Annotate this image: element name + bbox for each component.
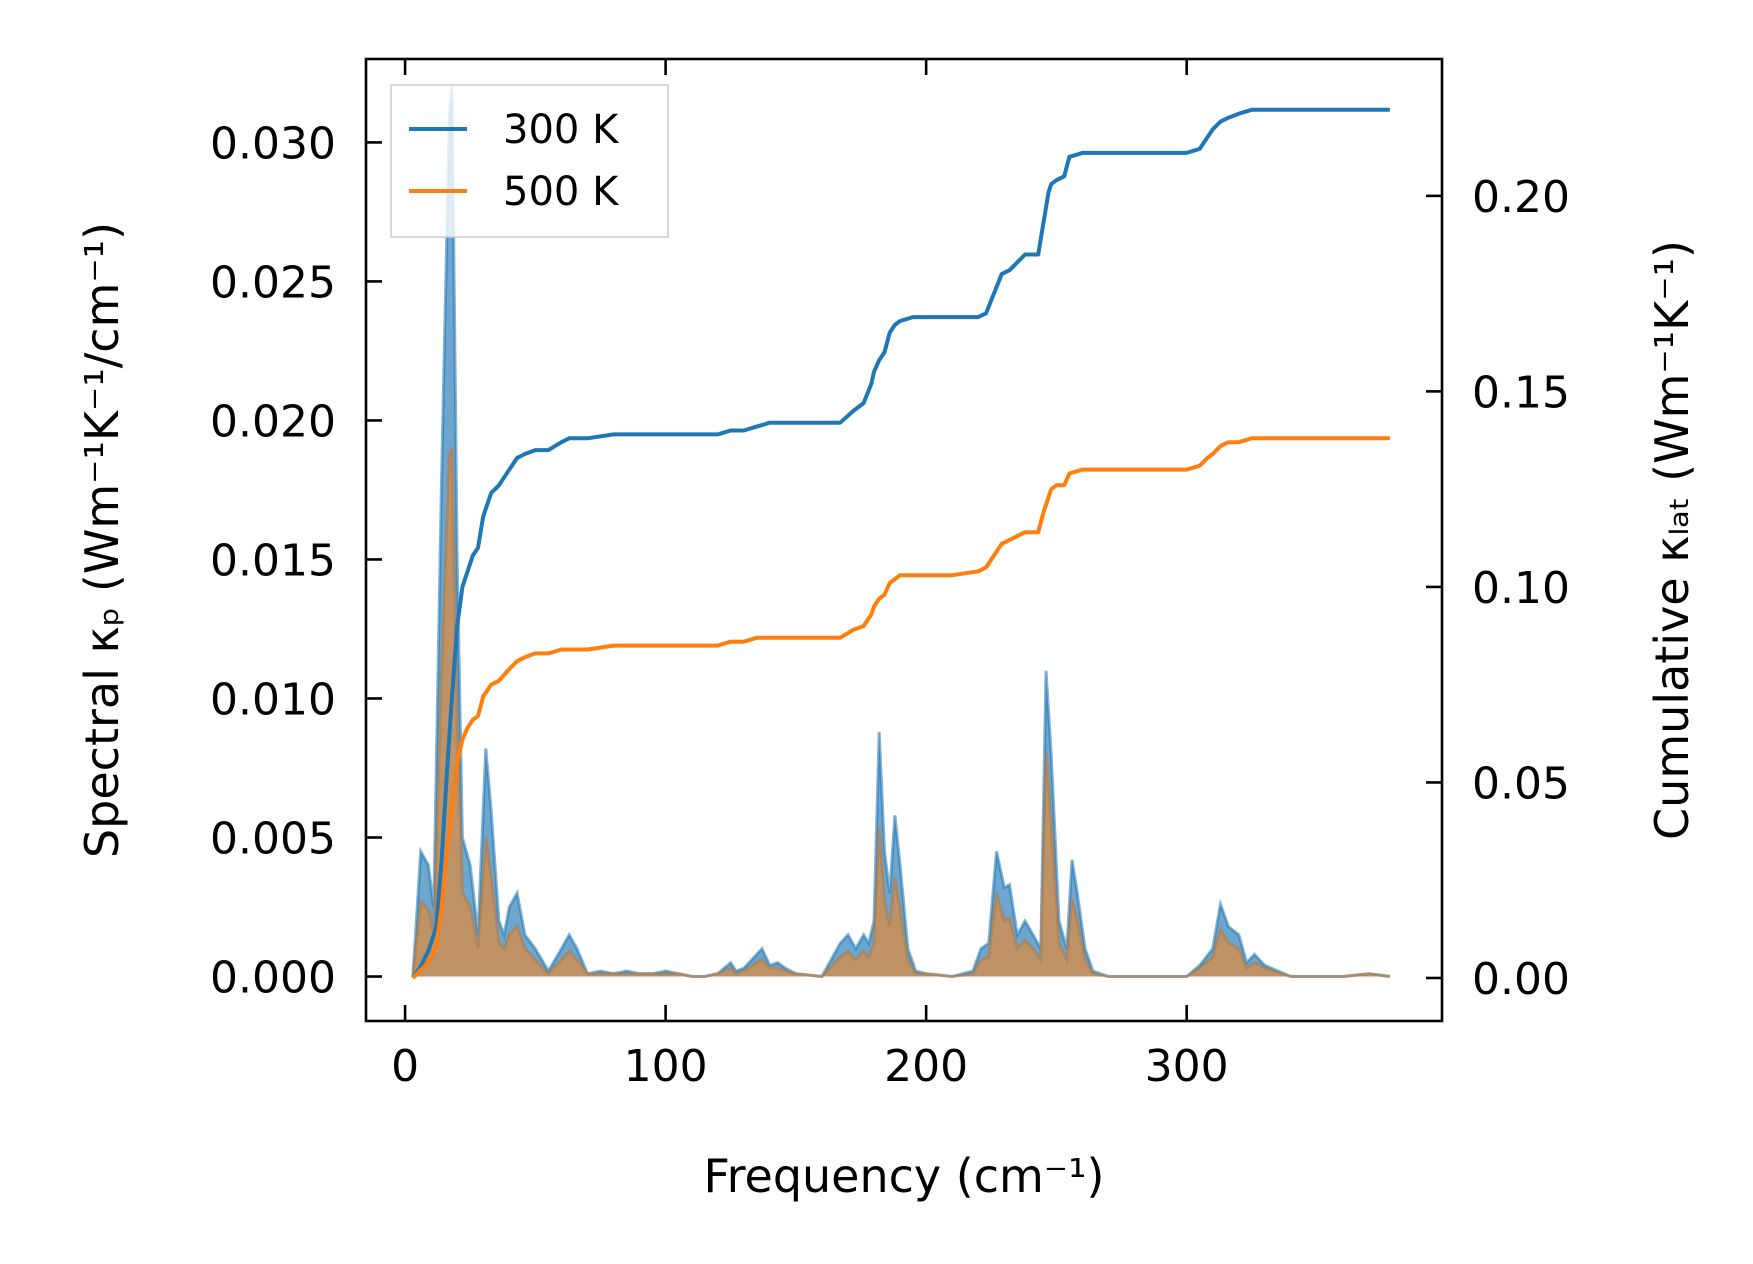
plot-frame [364, 57, 1444, 1023]
x-tick-label: 300 [1145, 1041, 1229, 1092]
legend-label-300k: 300 K [503, 107, 620, 153]
x-tick-label: 200 [884, 1041, 968, 1092]
x-tick-label: 100 [624, 1041, 708, 1092]
y-tick-label-left: 0.015 [210, 535, 336, 586]
x-tick-label: 0 [391, 1041, 419, 1092]
spectral-outline-500k [411, 447, 1391, 979]
x-axis-label: Frequency (cm⁻¹) [704, 1149, 1105, 1203]
y-tick-label-right: 0.10 [1472, 563, 1570, 614]
y-tick-label-left: 0.000 [210, 953, 336, 1004]
series-lines [411, 107, 1390, 980]
axis-ticks: 0 100 200 300 0.000 0.005 0.010 0.015 0.020 0.025… [210, 59, 1570, 1092]
y-tick-label-right: 0.05 [1472, 758, 1570, 809]
y-axis-label-left: Spectral κₚ (Wm⁻¹K⁻¹/cm⁻¹) [75, 222, 129, 858]
spectral-fills [411, 86, 1391, 979]
legend: 300 K 500 K [390, 84, 669, 238]
legend-label-500k: 500 K [503, 169, 620, 215]
cumulative-line-300k [411, 107, 1390, 980]
y-tick-label-right: 0.15 [1472, 367, 1570, 418]
y-tick-label-left: 0.010 [210, 674, 336, 725]
y-tick-label-right: 0.20 [1472, 172, 1570, 223]
legend-box [390, 84, 669, 238]
y-tick-label-left: 0.020 [210, 396, 336, 447]
y-axis-label-right: Cumulative κₗₐₜ (Wm⁻¹K⁻¹) [1645, 240, 1699, 840]
y-tick-label-left: 0.025 [210, 257, 336, 308]
y-tick-label-right: 0.00 [1472, 954, 1570, 1005]
y-tick-label-left: 0.030 [210, 118, 336, 169]
cumulative-line-500k [411, 436, 1390, 980]
y-tick-label-left: 0.005 [210, 813, 336, 864]
